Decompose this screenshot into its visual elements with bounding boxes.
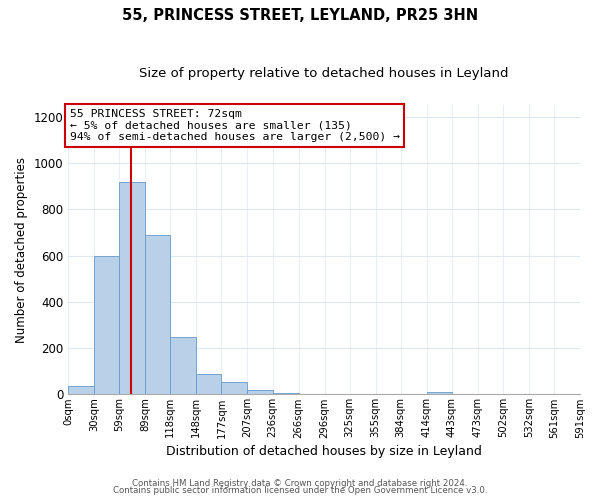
Title: Size of property relative to detached houses in Leyland: Size of property relative to detached ho… xyxy=(139,68,509,80)
Bar xyxy=(119,182,145,394)
Bar xyxy=(427,392,452,394)
Text: 55 PRINCESS STREET: 72sqm
← 5% of detached houses are smaller (135)
94% of semi-: 55 PRINCESS STREET: 72sqm ← 5% of detach… xyxy=(70,108,400,142)
Bar xyxy=(68,386,94,394)
Bar xyxy=(247,390,272,394)
X-axis label: Distribution of detached houses by size in Leyland: Distribution of detached houses by size … xyxy=(166,444,482,458)
Text: 55, PRINCESS STREET, LEYLAND, PR25 3HN: 55, PRINCESS STREET, LEYLAND, PR25 3HN xyxy=(122,8,478,22)
Y-axis label: Number of detached properties: Number of detached properties xyxy=(15,157,28,343)
Text: Contains HM Land Registry data © Crown copyright and database right 2024.: Contains HM Land Registry data © Crown c… xyxy=(132,478,468,488)
Bar xyxy=(272,393,299,394)
Bar xyxy=(196,374,221,394)
Bar xyxy=(94,256,119,394)
Bar xyxy=(145,235,170,394)
Text: Contains public sector information licensed under the Open Government Licence v3: Contains public sector information licen… xyxy=(113,486,487,495)
Bar xyxy=(221,382,247,394)
Bar xyxy=(170,336,196,394)
